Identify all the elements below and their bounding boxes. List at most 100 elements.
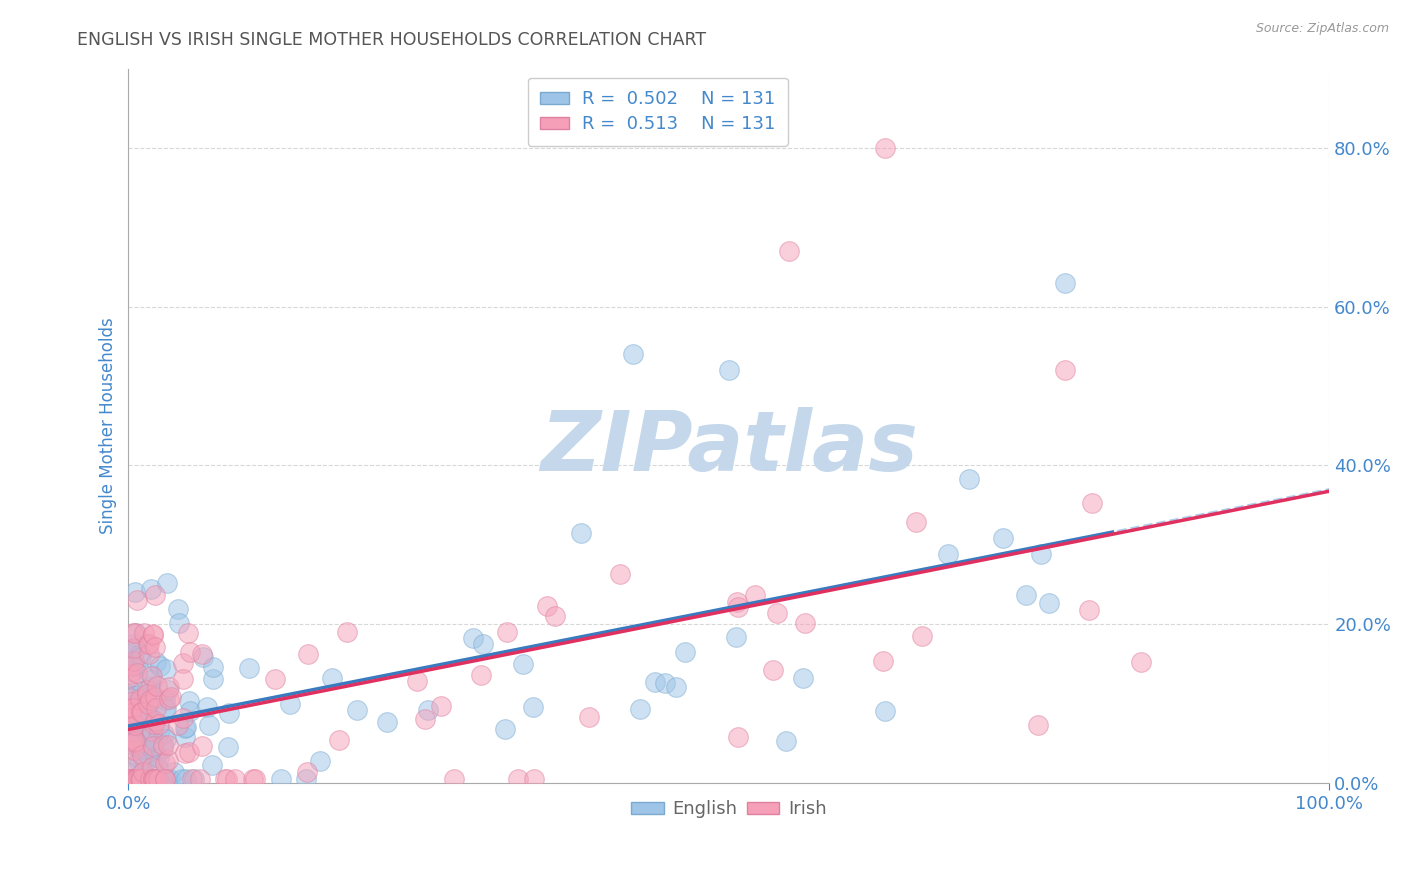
Point	[148, 751, 170, 765]
Point	[134, 769, 156, 783]
Point	[346, 703, 368, 717]
Point	[121, 772, 143, 786]
Point	[148, 717, 170, 731]
Point	[124, 658, 146, 673]
Point	[195, 700, 218, 714]
Point	[120, 734, 142, 748]
Point	[125, 739, 148, 753]
Point	[139, 728, 162, 742]
Point	[179, 645, 201, 659]
Point	[121, 759, 143, 773]
Point	[121, 711, 143, 725]
Point	[131, 747, 153, 762]
Point	[122, 742, 145, 756]
Point	[118, 724, 141, 739]
Point	[138, 673, 160, 687]
Point	[132, 751, 155, 765]
Point	[125, 772, 148, 786]
Point	[146, 679, 169, 693]
Point	[673, 644, 696, 658]
Point	[609, 566, 631, 581]
Point	[172, 656, 194, 670]
Point	[132, 772, 155, 786]
Point	[153, 727, 176, 741]
Point	[172, 672, 194, 686]
Point	[278, 697, 301, 711]
Point	[156, 772, 179, 786]
Point	[118, 688, 141, 702]
Point	[128, 715, 150, 730]
Point	[138, 637, 160, 651]
Point	[217, 739, 239, 754]
Point	[167, 602, 190, 616]
Point	[122, 716, 145, 731]
Point	[118, 772, 141, 786]
Point	[120, 654, 142, 668]
Point	[911, 628, 934, 642]
Point	[190, 739, 212, 754]
Point	[124, 734, 146, 748]
Point	[1015, 589, 1038, 603]
Point	[717, 363, 740, 377]
Point	[118, 772, 141, 786]
Point	[143, 714, 166, 728]
Point	[309, 754, 332, 768]
Point	[142, 742, 165, 756]
Point	[295, 764, 318, 779]
Point	[569, 525, 592, 540]
Point	[122, 654, 145, 668]
Point	[872, 655, 894, 669]
Point	[792, 671, 814, 685]
Point	[122, 659, 145, 673]
Point	[152, 772, 174, 786]
Point	[129, 772, 152, 786]
Point	[138, 647, 160, 661]
Text: ENGLISH VS IRISH SINGLE MOTHER HOUSEHOLDS CORRELATION CHART: ENGLISH VS IRISH SINGLE MOTHER HOUSEHOLD…	[77, 31, 706, 49]
Point	[1129, 656, 1152, 670]
Point	[336, 624, 359, 639]
Point	[125, 593, 148, 607]
Point	[725, 595, 748, 609]
Point	[139, 710, 162, 724]
Point	[120, 695, 142, 709]
Point	[122, 772, 145, 786]
Point	[143, 734, 166, 748]
Point	[775, 734, 797, 748]
Point	[155, 575, 177, 590]
Point	[179, 746, 201, 760]
Point	[142, 739, 165, 753]
Point	[200, 757, 222, 772]
Point	[139, 772, 162, 786]
Point	[129, 742, 152, 756]
Point	[143, 640, 166, 654]
Point	[179, 704, 201, 718]
Point	[523, 772, 546, 786]
Point	[190, 647, 212, 661]
Point	[131, 649, 153, 664]
Point	[120, 718, 142, 732]
Text: ZIPatlas: ZIPatlas	[540, 407, 918, 488]
Point	[621, 347, 644, 361]
Point	[143, 772, 166, 786]
Point	[122, 700, 145, 714]
Point	[136, 637, 159, 651]
Point	[174, 772, 197, 786]
Point	[472, 638, 495, 652]
Point	[120, 691, 142, 706]
Point	[127, 772, 149, 786]
Point	[135, 704, 157, 718]
Point	[873, 704, 896, 718]
Point	[191, 650, 214, 665]
Point	[129, 712, 152, 726]
Point	[128, 772, 150, 786]
Point	[124, 718, 146, 732]
Point	[406, 673, 429, 688]
Point	[129, 705, 152, 719]
Point	[495, 624, 517, 639]
Point	[125, 718, 148, 732]
Point	[128, 751, 150, 765]
Point	[375, 714, 398, 729]
Point	[177, 694, 200, 708]
Point	[138, 681, 160, 695]
Point	[218, 706, 240, 721]
